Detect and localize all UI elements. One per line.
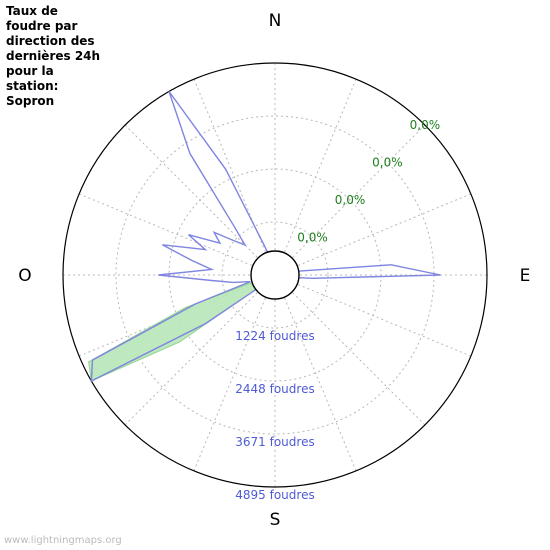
ring-label-bottom: 2448 foudres xyxy=(235,382,314,396)
ring-label-bottom: 3671 foudres xyxy=(235,435,314,449)
grid-spoke xyxy=(79,194,275,275)
ring-label-bottom: 4895 foudres xyxy=(235,488,314,502)
cardinal-E: E xyxy=(520,266,531,286)
cardinal-S: S xyxy=(270,510,281,530)
ring-label-top: 0,0% xyxy=(297,231,328,245)
ring-label-top: 0,0% xyxy=(372,156,403,170)
ring-label-bottom: 1224 foudres xyxy=(235,329,314,343)
ring-label-top: 0,0% xyxy=(410,118,441,132)
grid-spoke xyxy=(275,275,425,425)
cardinal-N: N xyxy=(269,11,282,31)
center-hub xyxy=(251,251,299,299)
watermark: www.lightningmaps.org xyxy=(4,535,122,546)
chart-title: Taux de foudre par direction des dernièr… xyxy=(6,4,106,109)
cardinal-O: O xyxy=(18,266,31,286)
ring-label-top: 0,0% xyxy=(335,193,366,207)
grid-spoke xyxy=(194,79,275,275)
series-green xyxy=(89,275,275,381)
